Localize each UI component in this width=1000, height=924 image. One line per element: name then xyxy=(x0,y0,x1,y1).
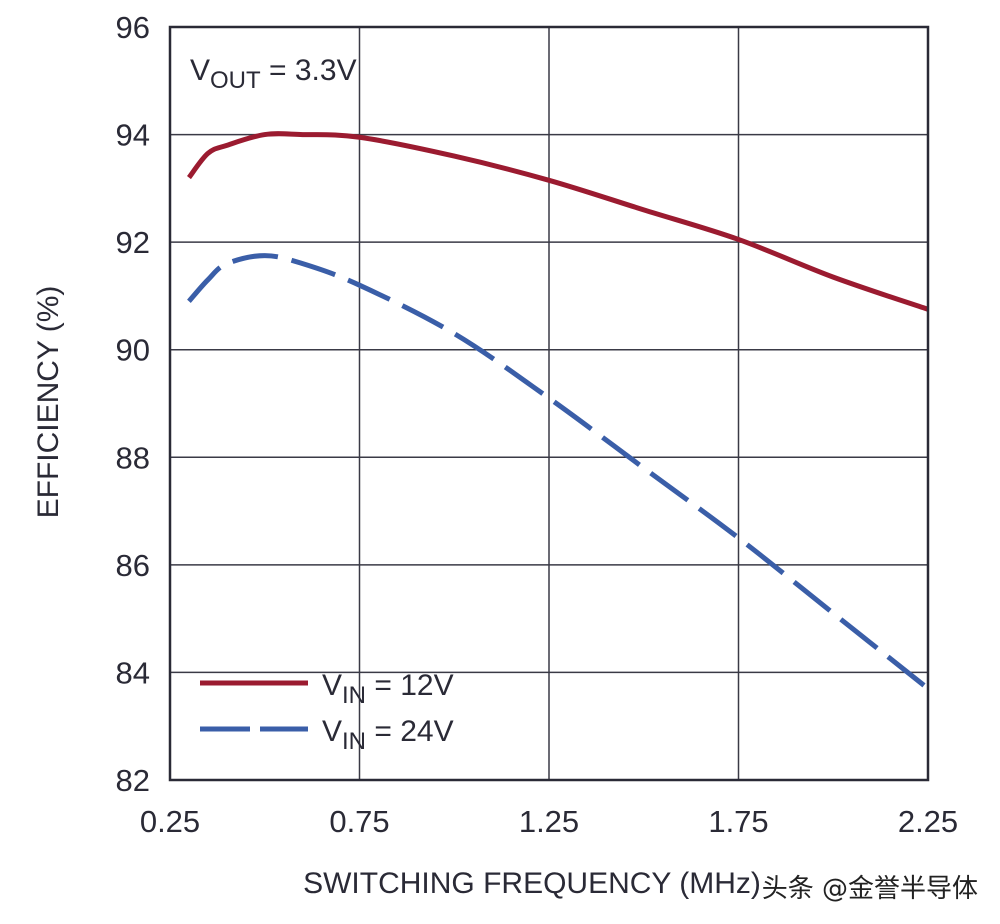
y-axis-label: EFFICIENCY (%) xyxy=(32,286,65,519)
series-line-1 xyxy=(187,253,930,691)
series-line-0 xyxy=(186,131,929,312)
y-tick-label: 90 xyxy=(116,333,150,368)
y-tick-label: 86 xyxy=(116,548,150,583)
plot-frame xyxy=(168,25,930,782)
tick-labels: 0.25 0.75 1.25 1.75 2.25 82 84 86 88 90 92 94 96 xyxy=(116,10,959,839)
y-tick-label: 88 xyxy=(116,440,150,475)
legend-label-0: VIN = 12V xyxy=(322,669,454,709)
x-axis-label: SWITCHING FREQUENCY (MHz) xyxy=(303,867,761,900)
x-tick-label: 2.25 xyxy=(898,804,958,839)
y-tick-label: 82 xyxy=(116,763,150,798)
x-tick-label: 0.25 xyxy=(140,804,200,839)
legend: VIN = 12V VIN = 24V xyxy=(200,669,454,755)
series-lines xyxy=(186,131,930,691)
y-tick-label: 96 xyxy=(116,10,150,45)
x-tick-label: 1.75 xyxy=(708,804,768,839)
x-tick-label: 1.25 xyxy=(519,804,579,839)
annotation-vout: VOUT = 3.3V xyxy=(190,54,357,94)
y-tick-label: 92 xyxy=(116,225,150,260)
y-tick-label: 84 xyxy=(116,655,150,690)
annotation-rest: = 3.3V xyxy=(261,54,357,87)
legend-label-1: VIN = 24V xyxy=(322,715,454,755)
annotation-main: V xyxy=(190,54,210,87)
grid xyxy=(169,26,929,781)
annotation-sub: OUT xyxy=(210,67,261,94)
x-tick-label: 0.75 xyxy=(329,804,389,839)
watermark: 头条 @金誉半导体 xyxy=(761,874,978,904)
y-tick-label: 94 xyxy=(116,118,150,153)
